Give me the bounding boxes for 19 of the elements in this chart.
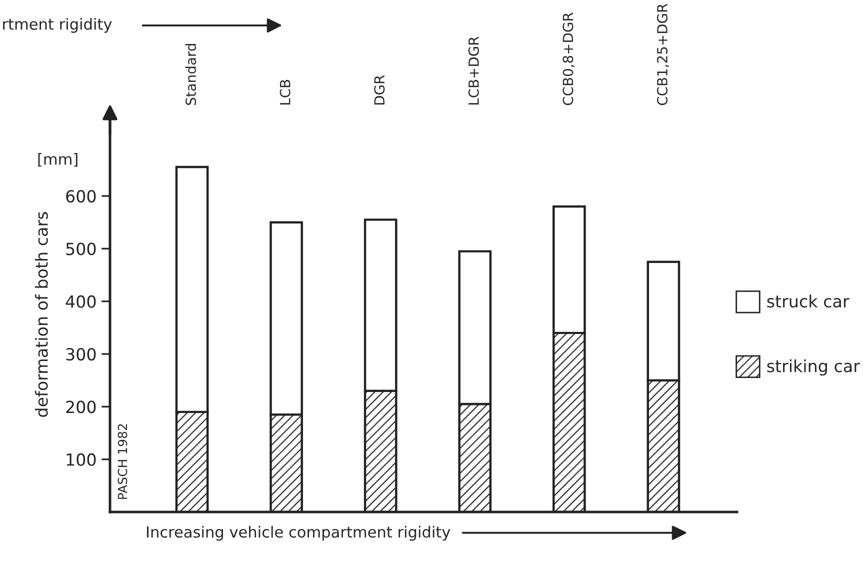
y-tick-label: 200	[66, 400, 96, 414]
x-tick-label: Standard	[185, 44, 196, 105]
y-axis-title: deformation of both cars	[34, 212, 48, 417]
x-tick-label: LCB+DGR	[468, 36, 479, 105]
x-axis-title: Increasing vehicle compartment rigidity	[146, 526, 450, 541]
y-tick-label: 300	[66, 348, 96, 361]
text: rtment rigidity	[3, 18, 112, 33]
x-tick-label: CCB0,8+DGR	[562, 12, 575, 106]
legend-label: struck car	[767, 294, 850, 308]
y-tick-label: 100	[66, 453, 96, 466]
y-tick-label: 500	[66, 242, 96, 256]
annotation: PASCH 1982	[118, 424, 128, 499]
x-tick-label: DGR	[374, 75, 385, 105]
y-tick-label: 400	[66, 295, 96, 308]
text: [mm]	[38, 153, 78, 167]
x-tick-label: LCB	[280, 80, 290, 105]
x-tick-label: CCB1,25+DGR	[656, 4, 669, 106]
y-tick-label: 600	[66, 190, 96, 203]
legend-label: striking car	[767, 359, 860, 376]
